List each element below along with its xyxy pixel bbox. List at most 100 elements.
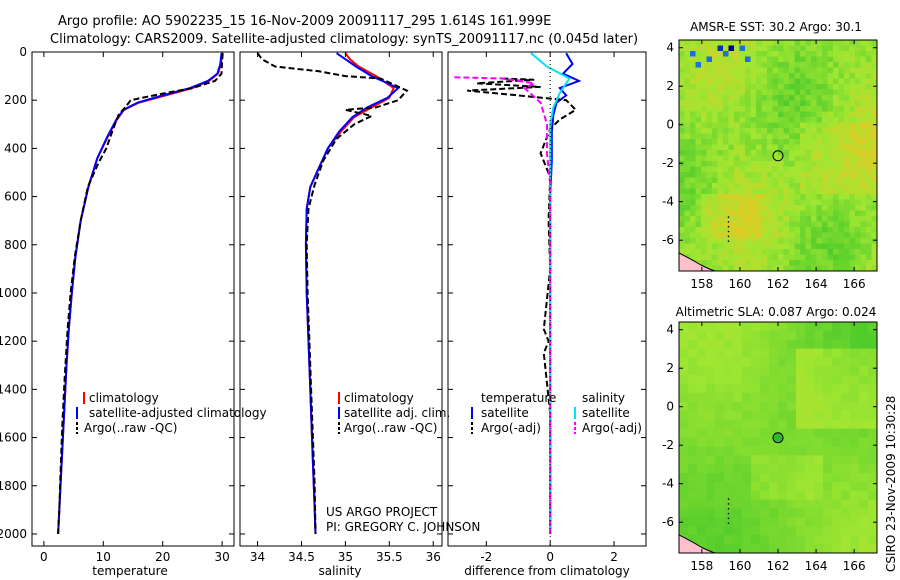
sst-map-cell (827, 254, 834, 261)
sla-map-cell (679, 464, 689, 474)
sst-map-cell (838, 73, 845, 80)
sst-map-cell (734, 78, 741, 85)
difference-xtick-label: -2 (480, 550, 492, 564)
sla-map-cell (679, 330, 689, 341)
sst-map-cell (706, 84, 713, 91)
sst-map-cell (783, 56, 790, 63)
difference-legend: temperature satellite Argo(-adj) salinit… (471, 391, 642, 435)
sst-map-cell (684, 95, 691, 102)
sst-map-cell (789, 166, 796, 173)
sst-map-cell (695, 73, 702, 80)
sla-map-cell (832, 481, 842, 492)
sst-map-cloud-pixel (745, 56, 751, 62)
sla-map-cell (778, 393, 788, 403)
sst-map-cell (789, 194, 796, 201)
sla-map-cell (760, 526, 770, 536)
sla-map-cell (805, 419, 815, 430)
sla-map-cell (868, 384, 877, 394)
sst-map-cell (728, 177, 735, 184)
sst-map-cell (827, 144, 834, 151)
sst-map-cell (690, 243, 697, 250)
sst-map-cell (745, 172, 752, 179)
sst-map-cell (822, 122, 829, 129)
sla-map-cell (796, 464, 806, 474)
sla-map-cell (742, 517, 752, 527)
sla-map-cell (688, 384, 698, 394)
sla-map-cell (733, 508, 743, 519)
sla-map-cell (832, 473, 842, 483)
sst-map-cell (794, 111, 801, 118)
sst-map-cell (860, 166, 867, 173)
sst-map-cell (739, 56, 746, 63)
sla-map-cell (805, 330, 815, 341)
sst-map-cell (794, 238, 801, 245)
sst-map-cell (756, 100, 763, 107)
sst-map-cell (684, 117, 691, 124)
sst-map-cell (761, 172, 768, 179)
sst-map-cell (679, 95, 686, 102)
sst-map-cell (800, 183, 807, 190)
sst-map-cell (844, 260, 851, 267)
difference-xtick-label: 0 (546, 550, 554, 564)
sst-map-cell (811, 150, 818, 157)
sla-map-cell (787, 384, 797, 394)
sst-map-cell (734, 238, 741, 245)
sst-map-cell (871, 183, 877, 190)
sla-map-cell (841, 401, 851, 412)
sst-map-cell (855, 194, 862, 201)
sst-map-cell (838, 260, 845, 267)
sla-map-cell (706, 473, 716, 483)
sst-map-cell (717, 199, 724, 206)
sst-map-cell (844, 249, 851, 256)
sst-map-cell (827, 56, 834, 63)
sst-map-cell (734, 73, 741, 80)
salinity-xtick-label: 34.5 (288, 550, 315, 564)
sla-map-cell (742, 322, 752, 332)
sla-map-cell (805, 499, 815, 510)
sst-map-cell (800, 188, 807, 195)
sla-map-cell (868, 517, 877, 527)
sst-map-cell (800, 117, 807, 124)
sst-map-cell (750, 205, 757, 212)
sst-map-cell (805, 133, 812, 140)
sla-map-cell (742, 464, 752, 474)
sst-map-cell (679, 188, 686, 195)
sst-map-cell (739, 199, 746, 206)
sst-map-cell (778, 183, 785, 190)
sla-map-cell (751, 544, 761, 553)
sla-map-cell (688, 464, 698, 474)
sla-map-cell (688, 357, 698, 368)
sla-map-cell (832, 499, 842, 510)
sst-map-cell (794, 122, 801, 129)
sst-map-cell (789, 150, 796, 157)
sst-map-cell (800, 260, 807, 267)
sst-map-cell (723, 95, 730, 102)
sla-map-cell (850, 464, 860, 474)
sst-map-cell (767, 95, 774, 102)
sst-map-cell (723, 216, 730, 223)
sst-map-cell (723, 243, 730, 250)
sst-map-cell (789, 89, 796, 96)
sst-map-cell (761, 188, 768, 195)
sla-map-cell (697, 357, 707, 368)
sst-map-cell (745, 67, 752, 74)
sla-map-cell (787, 481, 797, 492)
sst-map-cell (794, 254, 801, 261)
sla-map-cell (760, 375, 770, 385)
sst-map-cell (772, 51, 779, 58)
sla-map-cell (859, 322, 869, 332)
sst-map-cell (794, 62, 801, 69)
sla-map-cell (733, 437, 743, 447)
sst-map-cell (805, 78, 812, 85)
sst-map-cell (750, 199, 757, 206)
sst-map-cell (690, 155, 697, 162)
sst-map-cell (789, 111, 796, 118)
sst-map-cell (756, 40, 763, 47)
sst-map-cell (822, 227, 829, 234)
sst-map-cell (778, 243, 785, 250)
temperature-legend: climatology satellite-adjusted climatolo… (76, 391, 267, 435)
sst-map-cell (750, 56, 757, 63)
sst-map-cell (750, 133, 757, 140)
sla-map-ytick-label: 4 (666, 323, 674, 337)
sla-map-cell (679, 446, 689, 456)
